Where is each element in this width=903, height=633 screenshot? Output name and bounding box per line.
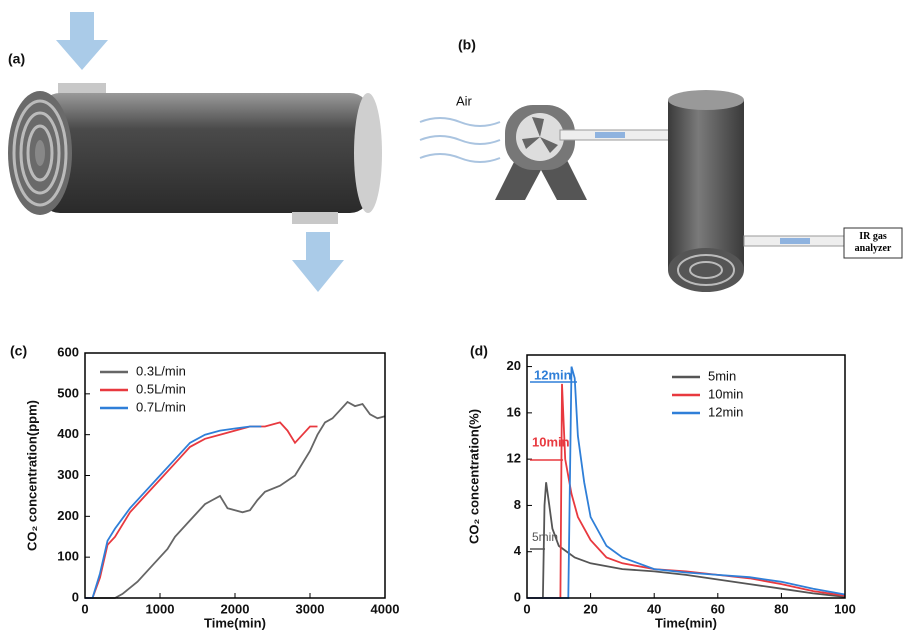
- x-tick-label: 0: [523, 601, 530, 616]
- x-tick-label: 3000: [296, 601, 325, 616]
- y-tick-label: 4: [514, 543, 522, 558]
- y-tick-label: 20: [507, 358, 521, 373]
- y-tick-label: 0: [514, 589, 521, 604]
- reactor-a: [8, 12, 382, 292]
- series-line: [85, 400, 386, 599]
- legend-label: 5min: [708, 368, 736, 383]
- y-tick-label: 100: [57, 549, 79, 564]
- x-tick-label: 60: [711, 601, 725, 616]
- y-tick-label: 600: [57, 344, 79, 359]
- setup-b: [419, 117, 501, 163]
- series-line: [527, 366, 846, 599]
- legend-label: 0.3L/min: [136, 363, 186, 378]
- x-tick-label: 100: [834, 601, 856, 616]
- y-tick-label: 0: [72, 589, 79, 604]
- series-line: [85, 421, 318, 599]
- x-tick-label: 0: [81, 601, 88, 616]
- x-axis-label: Time(min): [655, 615, 717, 630]
- x-tick-label: 2000: [221, 601, 250, 616]
- y-tick-label: 400: [57, 426, 79, 441]
- plot-frame: [526, 354, 846, 599]
- series-line: [527, 383, 846, 599]
- analyzer-box: IR gas analyzer: [854, 231, 892, 254]
- panel-label: (d): [470, 343, 488, 359]
- charts: (c)0 1000 2000 3000 40000100200300400500600T…: [10, 343, 856, 631]
- series-line: [85, 425, 262, 599]
- y-tick-label: 8: [514, 497, 521, 512]
- legend-label: 12min: [708, 404, 743, 419]
- x-tick-label: 80: [774, 601, 788, 616]
- panel-label: (a): [8, 51, 25, 67]
- legend-label: 0.5L/min: [136, 381, 186, 396]
- analyzer-label: IR gas analyzer: [854, 231, 892, 254]
- annotations: [530, 381, 577, 550]
- inlet-label: Air: [456, 93, 473, 108]
- x-tick-label: 4000: [371, 601, 400, 616]
- y-tick-label: 16: [507, 404, 521, 419]
- y-axis-label: CO₂ concentration(%): [466, 409, 481, 544]
- x-tick-label: 40: [647, 601, 661, 616]
- annotation: 5min: [532, 530, 558, 544]
- y-tick-label: 500: [57, 385, 79, 400]
- y-tick-label: 300: [57, 467, 79, 482]
- legend-label: 0.7L/min: [136, 399, 186, 414]
- annotation: 12min: [534, 367, 572, 382]
- y-tick-label: 200: [57, 508, 79, 523]
- reactor-b: [668, 90, 903, 292]
- x-axis-label: Time(min): [204, 615, 266, 630]
- x-tick-label: 20: [583, 601, 597, 616]
- panel-label: (c): [10, 343, 27, 359]
- fan: [495, 105, 671, 200]
- y-axis-label: CO₂ concentration(ppm): [24, 400, 39, 551]
- annotation: 10min: [532, 434, 570, 449]
- x-tick-label: 1000: [146, 601, 175, 616]
- panel-label: (b): [458, 37, 476, 53]
- series-line: [527, 482, 846, 599]
- plot-frame: [84, 352, 386, 599]
- y-tick-label: 12: [507, 451, 521, 466]
- legend-label: 10min: [708, 386, 743, 401]
